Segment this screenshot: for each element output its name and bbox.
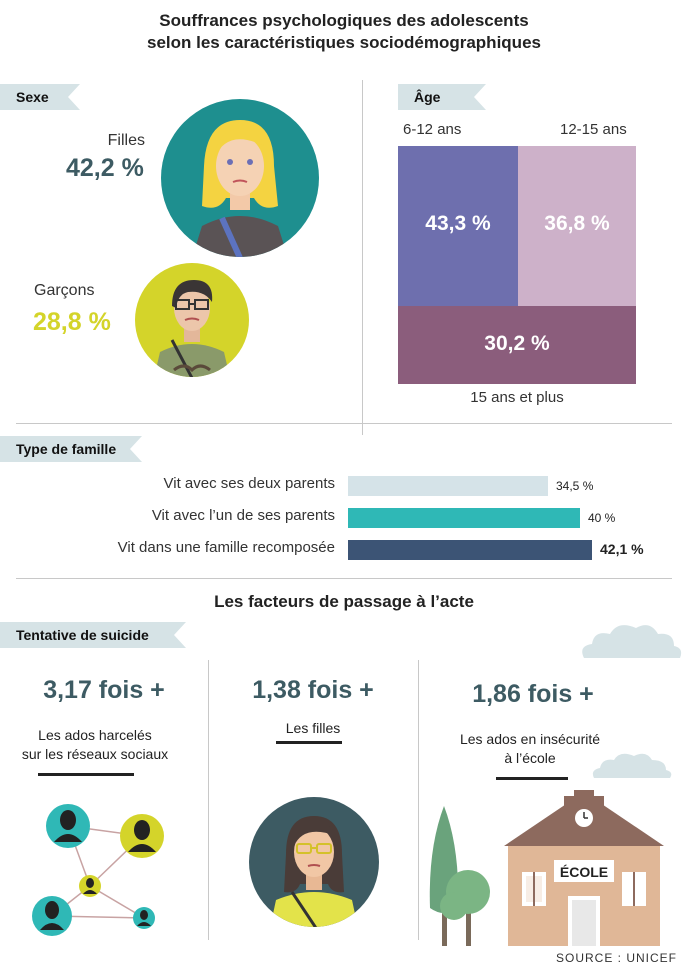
suicide-value-harceles: 3,17 fois + bbox=[43, 676, 165, 704]
age-cell-6-12: 43,3 % bbox=[398, 146, 518, 306]
filles-label: Filles bbox=[107, 132, 145, 149]
school-sign-text: ÉCOLE bbox=[560, 864, 608, 880]
garcons-value: 28,8 % bbox=[33, 308, 111, 336]
suicide-value-filles: 1,38 fois + bbox=[252, 676, 374, 704]
age-label-12-15: 12-15 ans bbox=[560, 121, 627, 138]
school-illustration: ÉCOLE bbox=[429, 790, 664, 946]
chart-title-line2: selon les caractéristiques sociodémograp… bbox=[147, 33, 541, 52]
divider-suicide-1 bbox=[208, 660, 209, 940]
source-note: SOURCE : UNICEF bbox=[556, 951, 678, 965]
divider-sexe-age bbox=[362, 80, 363, 435]
age-cell-15-plus: 30,2 % bbox=[398, 306, 636, 384]
suicide-desc-ecole-line2: à l’école bbox=[504, 750, 556, 766]
network-icon bbox=[32, 804, 164, 936]
divider-top bbox=[16, 423, 672, 424]
cloud-icon-small bbox=[592, 753, 672, 778]
suicide-value-ecole: 1,86 fois + bbox=[472, 680, 594, 708]
age-value-15-plus: 30,2 % bbox=[484, 332, 550, 355]
underline-ecole bbox=[496, 777, 568, 780]
ribbon-sexe: Sexe bbox=[0, 84, 80, 110]
divider-famille bbox=[16, 578, 672, 579]
famille-label-0: Vit avec ses deux parents bbox=[163, 475, 336, 492]
chart-title-line1: Souffrances psychologiques des adolescen… bbox=[159, 11, 529, 30]
famille-value-0: 34,5 % bbox=[556, 479, 594, 493]
age-value-6-12: 43,3 % bbox=[425, 212, 491, 235]
famille-label-2: Vit dans une famille recomposée bbox=[117, 539, 335, 556]
garcons-label: Garçons bbox=[34, 282, 95, 299]
ribbon-famille: Type de famille bbox=[0, 436, 142, 462]
filles-value: 42,2 % bbox=[66, 154, 144, 182]
suicide-desc-filles: Les filles bbox=[208, 719, 418, 738]
facteurs-title: Les facteurs de passage à l’acte bbox=[214, 592, 474, 611]
ribbon-sexe-label: Sexe bbox=[16, 89, 49, 105]
girl-avatar bbox=[161, 99, 319, 257]
age-label-6-12: 6-12 ans bbox=[403, 121, 462, 138]
age-value-12-15: 36,8 % bbox=[544, 212, 610, 235]
girl-glasses-avatar bbox=[249, 797, 379, 927]
cloud-icon bbox=[582, 625, 682, 658]
suicide-desc-harceles-line1: Les ados harcelés bbox=[38, 727, 152, 743]
ribbon-suicide-label: Tentative de suicide bbox=[16, 627, 149, 643]
suicide-desc-filles-line1: Les filles bbox=[285, 720, 341, 736]
boy-avatar bbox=[135, 263, 249, 377]
famille-bar-1 bbox=[348, 508, 580, 528]
famille-chart: Vit avec ses deux parents 34,5 % Vit avec … bbox=[0, 470, 688, 570]
age-label-15-plus: 15 ans et plus bbox=[470, 389, 564, 406]
age-cell-12-15: 36,8 % bbox=[518, 146, 636, 306]
chart-title: Souffrances psychologiques des adolescen… bbox=[0, 10, 688, 54]
suicide-desc-harceles: Les ados harcelés sur les réseaux sociau… bbox=[0, 726, 190, 764]
ribbon-famille-label: Type de famille bbox=[16, 441, 117, 457]
suicide-desc-harceles-line2: sur les réseaux sociaux bbox=[21, 746, 169, 762]
underline-filles bbox=[276, 741, 342, 744]
divider-suicide-2 bbox=[418, 660, 419, 940]
suicide-desc-ecole-line1: Les ados en insécurité bbox=[459, 731, 601, 747]
ribbon-age-label: Âge bbox=[414, 89, 441, 105]
famille-bar-0 bbox=[348, 476, 548, 496]
ribbon-suicide: Tentative de suicide bbox=[0, 622, 186, 648]
famille-value-2: 42,1 % bbox=[600, 541, 644, 557]
ribbon-age: Âge bbox=[398, 84, 486, 110]
suicide-desc-ecole: Les ados en insécurité à l’école bbox=[430, 730, 630, 768]
famille-bar-2 bbox=[348, 540, 592, 560]
famille-value-1: 40 % bbox=[588, 511, 616, 525]
underline-harceles bbox=[38, 773, 134, 776]
famille-label-1: Vit avec l’un de ses parents bbox=[151, 507, 335, 524]
